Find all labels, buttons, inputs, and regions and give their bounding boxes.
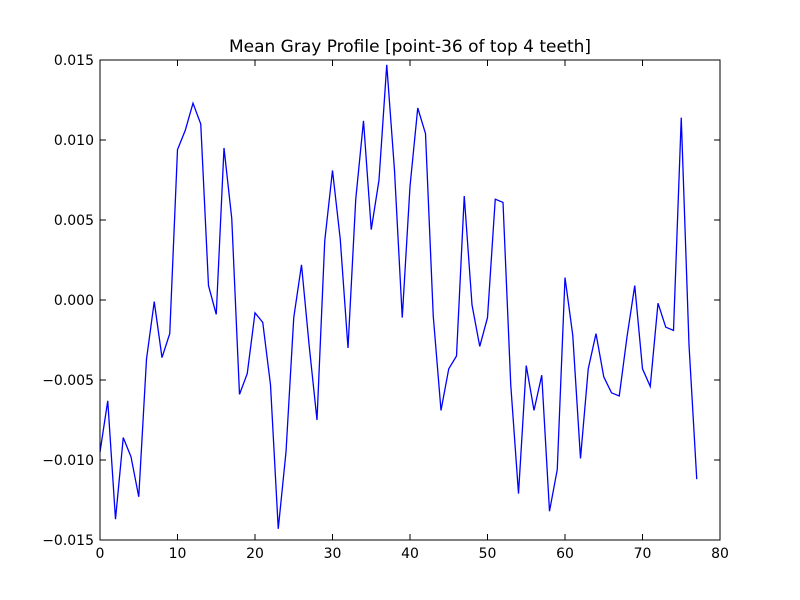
chart-title: Mean Gray Profile [point-36 of top 4 tee…	[229, 37, 591, 57]
x-tick-label: 50	[479, 546, 497, 562]
y-tick-label: 0.015	[54, 53, 94, 69]
y-tick-label: −0.015	[42, 533, 94, 549]
series-line	[99, 64, 698, 529]
x-tick-label: 0	[96, 546, 105, 562]
x-tick-label: 40	[401, 546, 419, 562]
x-tick-label: 80	[711, 546, 729, 562]
y-tick-label: −0.010	[42, 453, 94, 469]
y-tick-label: −0.005	[42, 373, 94, 389]
x-tick-label: 10	[169, 546, 187, 562]
axes-frame	[99, 59, 721, 541]
x-tick-label: 20	[246, 546, 264, 562]
y-tick-label: 0.005	[54, 213, 94, 229]
x-tick-label: 70	[634, 546, 652, 562]
plot-area	[99, 64, 698, 529]
x-tick-label: 30	[324, 546, 342, 562]
axis-ticks: 0 10 20 30 40 50 60 70 80 −0.015 −0.010 −0.005 0.000…	[42, 53, 729, 562]
y-tick-label: 0.000	[54, 293, 94, 309]
x-tick-label: 60	[556, 546, 574, 562]
y-tick-label: 0.010	[54, 133, 94, 149]
